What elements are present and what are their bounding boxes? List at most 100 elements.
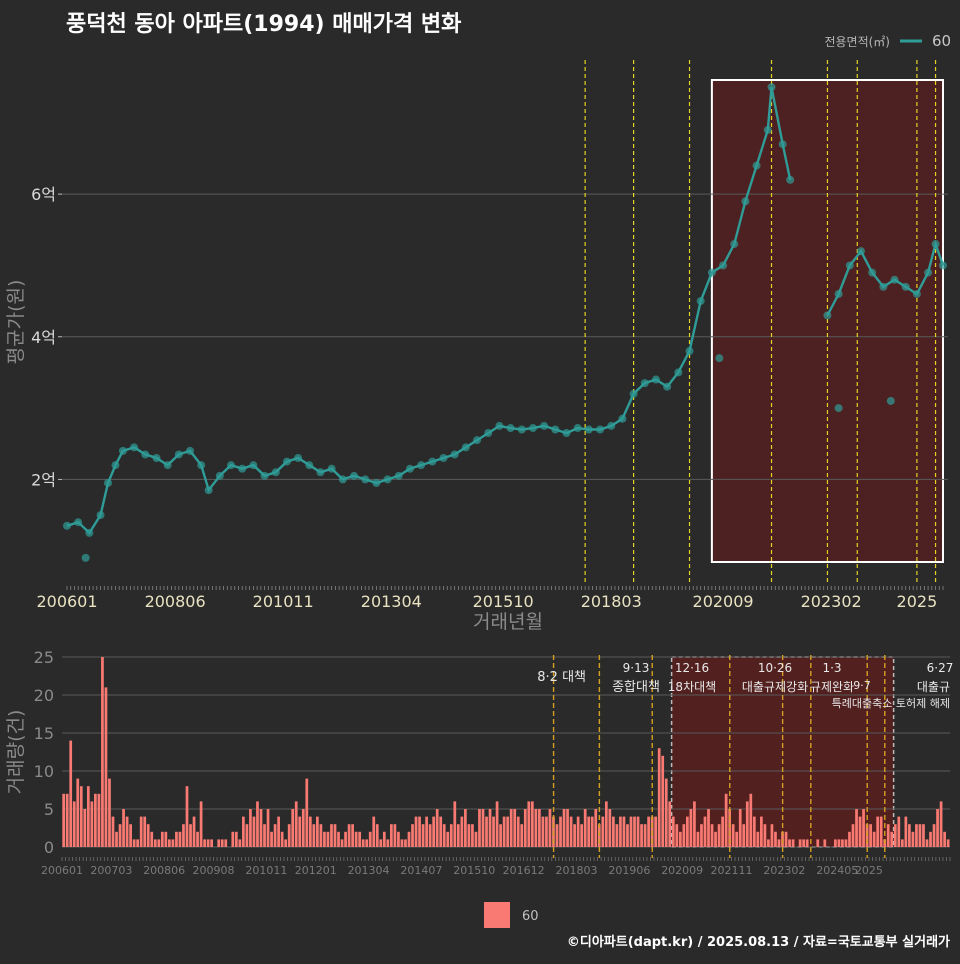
volume-bar xyxy=(160,831,164,847)
price-point xyxy=(249,461,258,470)
price-point xyxy=(327,464,336,473)
volume-bar xyxy=(312,824,316,847)
volume-bar xyxy=(382,831,386,847)
price-point xyxy=(428,457,437,466)
volume-x-tick-label: 202111 xyxy=(711,864,753,877)
price-legend-label: 60 xyxy=(932,32,951,50)
volume-bar xyxy=(400,839,404,847)
volume-bar xyxy=(664,778,668,847)
volume-bar xyxy=(767,839,770,847)
volume-bar xyxy=(150,831,154,847)
volume-bar xyxy=(330,824,333,847)
volume-bar xyxy=(671,816,675,847)
volume-bar xyxy=(594,809,598,847)
volume-bar xyxy=(94,793,97,847)
volume-bar xyxy=(139,816,143,847)
volume-bar xyxy=(770,824,774,847)
volume-bar xyxy=(305,778,309,847)
volume-bar xyxy=(196,831,199,847)
price-point xyxy=(730,240,739,249)
volume-y-tick-label: 10 xyxy=(34,762,54,781)
price-outlier-point xyxy=(81,553,90,562)
volume-bar xyxy=(555,824,559,847)
volume-x-tick-label: 202302 xyxy=(763,864,805,877)
volume-bar xyxy=(481,809,485,847)
volume-bar xyxy=(936,809,939,847)
price-x-tick-label: 202302 xyxy=(801,592,862,611)
volume-bar xyxy=(929,831,932,847)
price-point xyxy=(834,289,843,298)
price-point xyxy=(685,347,694,356)
volume-bar xyxy=(530,801,534,847)
volume-x-tick-label: 201304 xyxy=(348,864,390,877)
volume-bar xyxy=(816,839,820,847)
volume-bar xyxy=(696,831,700,847)
price-point xyxy=(439,454,448,463)
volume-bar xyxy=(858,816,862,847)
volume-bar xyxy=(316,816,319,847)
volume-bar xyxy=(168,839,171,847)
volume-bar xyxy=(375,824,379,847)
price-x-tick-label: 200806 xyxy=(145,592,206,611)
price-point xyxy=(163,461,172,470)
volume-bar xyxy=(717,824,721,847)
volume-bar xyxy=(516,816,520,847)
price-y-tick-label: 6억 xyxy=(31,185,56,204)
volume-bar xyxy=(340,839,344,847)
volume-bar xyxy=(185,786,189,847)
volume-bar xyxy=(922,824,925,847)
price-point xyxy=(282,457,291,466)
volume-bar xyxy=(791,839,795,847)
price-outlier-point xyxy=(886,396,895,405)
volume-bar xyxy=(506,816,510,847)
credit-text: ©디아파트(dapt.kr) / 2025.08.13 / 자료=국토교통부 실… xyxy=(566,935,950,950)
volume-x-tick-label: 201612 xyxy=(503,864,545,877)
volume-y-axis-title: 거래량(건) xyxy=(5,710,27,795)
volume-bar xyxy=(192,816,196,847)
volume-bar xyxy=(411,824,414,847)
volume-bar xyxy=(502,816,506,847)
volume-policy-annotation: 18차대책 xyxy=(668,679,716,694)
volume-bar xyxy=(869,824,872,847)
volume-bar xyxy=(837,839,841,847)
price-point xyxy=(778,140,787,149)
volume-bar xyxy=(760,816,763,847)
volume-bar xyxy=(86,786,90,847)
volume-bar xyxy=(337,831,340,847)
volume-bar xyxy=(855,809,858,847)
volume-x-tick-label: 201803 xyxy=(555,864,597,877)
volume-bar xyxy=(471,824,474,847)
volume-bar xyxy=(125,816,129,847)
volume-y-tick-label: 20 xyxy=(34,686,54,705)
volume-bar xyxy=(432,816,436,847)
volume-bar xyxy=(478,809,481,847)
volume-y-tick-label: 5 xyxy=(44,800,54,819)
volume-x-tick-label: 201407 xyxy=(400,864,442,877)
volume-bar xyxy=(220,839,224,847)
volume-bar xyxy=(841,839,844,847)
volume-bar xyxy=(678,831,682,847)
price-point xyxy=(924,268,933,277)
volume-bar xyxy=(946,839,950,847)
volume-bar xyxy=(492,816,495,847)
price-point xyxy=(417,461,426,470)
price-point xyxy=(741,197,750,206)
volume-bar xyxy=(749,793,753,847)
volume-bar xyxy=(467,824,471,847)
volume-bar xyxy=(273,824,277,847)
volume-bar xyxy=(777,839,781,847)
price-y-tick-label: 2억 xyxy=(31,470,56,489)
volume-bar xyxy=(612,816,615,847)
volume-bar xyxy=(97,793,101,847)
volume-bar xyxy=(171,839,175,847)
volume-bar xyxy=(562,809,566,847)
price-point xyxy=(197,461,206,470)
price-point xyxy=(215,471,224,480)
volume-bar xyxy=(390,824,393,847)
volume-bar xyxy=(404,839,407,847)
volume-bar xyxy=(608,809,612,847)
price-y-tick-label: 4억 xyxy=(31,328,56,347)
price-x-tick-label: 202009 xyxy=(693,592,754,611)
volume-x-tick-label: 201011 xyxy=(245,864,287,877)
